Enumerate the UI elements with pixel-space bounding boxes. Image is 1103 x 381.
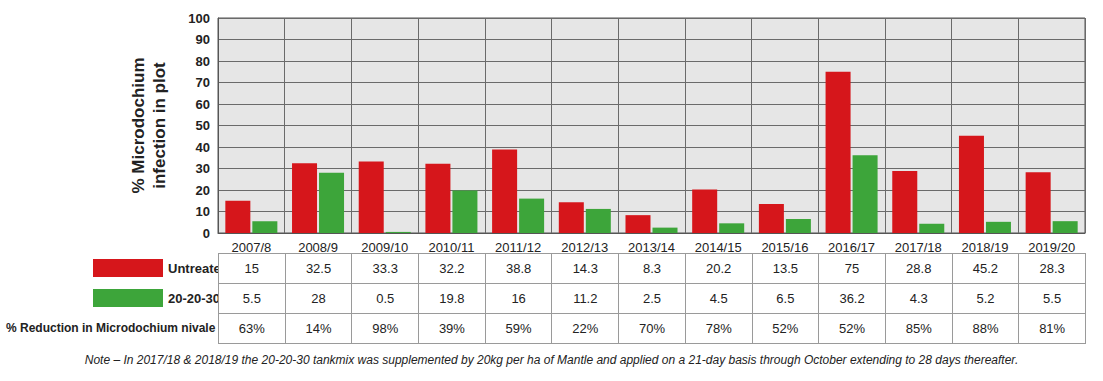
svg-text:0: 0 <box>203 226 210 241</box>
svg-text:10: 10 <box>196 204 210 219</box>
html-text:28.8: 28.8 <box>906 261 932 276</box>
svg-text:2018/19: 2018/19 <box>961 240 1009 255</box>
html-text:% Reduction in Microdochium ni: % Reduction in Microdochium nivale <box>6 321 216 335</box>
svg-text:2009/10: 2009/10 <box>361 240 409 255</box>
svg-text:2014/15: 2014/15 <box>694 240 742 255</box>
html-text:39%: 39% <box>438 321 465 336</box>
html-text:63%: 63% <box>238 321 265 336</box>
html-text:20-20-30: 20-20-30 <box>168 290 220 306</box>
svg-text:2013/14: 2013/14 <box>628 240 675 255</box>
html-text:98%: 98% <box>372 321 399 336</box>
html-text:22%: 22% <box>572 321 599 336</box>
html-text:5.5: 5.5 <box>1043 291 1062 306</box>
html-text:5.2: 5.2 <box>976 291 995 306</box>
html-text:38.8: 38.8 <box>506 261 532 276</box>
html-text:52%: 52% <box>772 321 799 336</box>
html-text:78%: 78% <box>705 321 732 336</box>
html-text:0.5: 0.5 <box>376 291 395 306</box>
html-text:70%: 70% <box>639 321 665 336</box>
html-text:28: 28 <box>311 291 326 306</box>
svg-text:2008/9: 2008/9 <box>298 240 338 255</box>
html-text:32.5: 32.5 <box>305 261 332 276</box>
svg-text:40: 40 <box>196 140 210 155</box>
html-text:16: 16 <box>511 291 526 306</box>
html-text:4.3: 4.3 <box>909 291 928 306</box>
html-text:52%: 52% <box>839 321 866 336</box>
html-text:88%: 88% <box>972 321 999 336</box>
svg-text:50: 50 <box>196 118 210 133</box>
html-text:14.3: 14.3 <box>572 261 598 276</box>
html-text:4.5: 4.5 <box>709 291 728 306</box>
svg-text:2011/12: 2011/12 <box>495 240 542 255</box>
html-text:33.3: 33.3 <box>372 261 398 276</box>
svg-text:2010/11: 2010/11 <box>428 240 475 255</box>
html-text:14%: 14% <box>305 321 332 336</box>
svg-text:90: 90 <box>196 32 210 47</box>
svg-text:100: 100 <box>188 11 210 26</box>
html-text:59%: 59% <box>505 321 532 336</box>
svg-text:2017/18: 2017/18 <box>894 240 942 255</box>
html-text:36.2: 36.2 <box>839 291 865 306</box>
html-text:Note – In 2017/18 & 2018/19 th: Note – In 2017/18 & 2018/19 the 20-20-30… <box>84 353 1019 367</box>
html-text:15: 15 <box>244 261 260 276</box>
html-text:2.5: 2.5 <box>642 291 661 306</box>
svg-text:2016/17: 2016/17 <box>828 240 876 255</box>
html-text:81%: 81% <box>1039 321 1066 336</box>
html-text:32.2: 32.2 <box>439 261 465 276</box>
svg-text:2019/20: 2019/20 <box>1028 240 1076 255</box>
html-text:5.5: 5.5 <box>242 291 261 306</box>
svg-text:2012/13: 2012/13 <box>561 240 609 255</box>
html-text:8.3: 8.3 <box>642 261 661 276</box>
html-text:13.5: 13.5 <box>772 261 798 276</box>
html-text:20.2: 20.2 <box>706 261 732 276</box>
html-text:28.3: 28.3 <box>1039 261 1065 276</box>
html-text:6.5: 6.5 <box>776 291 795 306</box>
svg-text:infection in plot: infection in plot <box>150 62 169 189</box>
html-text:85%: 85% <box>905 321 932 336</box>
svg-text:70: 70 <box>196 75 210 90</box>
html-text:11.2: 11.2 <box>573 291 598 306</box>
svg-text:80: 80 <box>196 54 210 69</box>
html-text:19.8: 19.8 <box>439 291 465 306</box>
svg-text:60: 60 <box>196 97 210 112</box>
html-text:45.2: 45.2 <box>972 261 999 276</box>
html-text:75: 75 <box>844 261 860 276</box>
svg-text:30: 30 <box>196 161 210 176</box>
svg-text:% Microdochium: % Microdochium <box>129 57 148 193</box>
svg-text:2007/8: 2007/8 <box>231 240 272 255</box>
html-text:Untreated: Untreated <box>168 260 229 276</box>
svg-text:20: 20 <box>196 183 210 198</box>
svg-text:2015/16: 2015/16 <box>761 240 809 255</box>
